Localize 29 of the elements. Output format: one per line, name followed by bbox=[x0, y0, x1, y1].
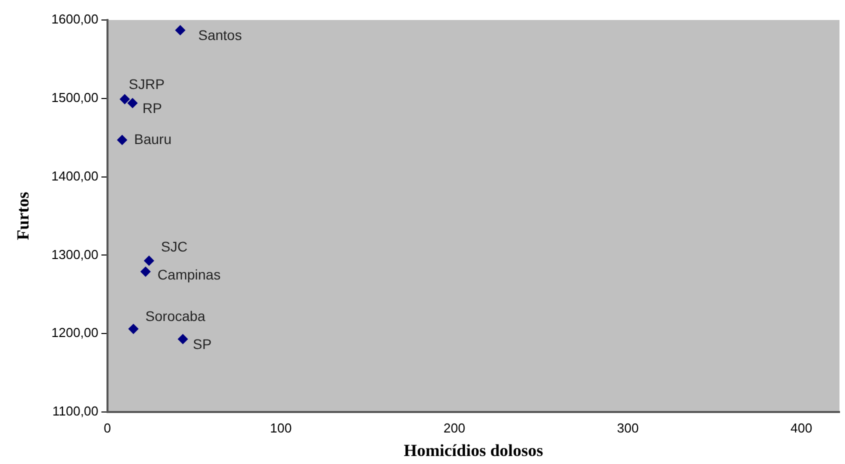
annotation: Sorocaba bbox=[145, 308, 206, 324]
y-tick-label: 1300,00 bbox=[51, 246, 98, 262]
point bbox=[144, 256, 154, 266]
point bbox=[128, 324, 138, 334]
annotation: SJRP bbox=[128, 76, 165, 92]
y-tick-label: 1200,00 bbox=[51, 325, 98, 340]
point bbox=[140, 266, 151, 277]
y-tick-label: 1600,00 bbox=[51, 12, 98, 27]
point bbox=[178, 334, 188, 344]
x-tick-label: 100 bbox=[270, 420, 292, 436]
annotation: RP bbox=[142, 100, 162, 116]
annotation: SP bbox=[192, 336, 212, 352]
annotation: Bauru bbox=[134, 130, 172, 147]
point bbox=[117, 134, 128, 145]
point bbox=[175, 25, 186, 36]
y-axis-title: Furtos bbox=[14, 192, 33, 240]
point bbox=[128, 98, 138, 108]
point bbox=[120, 94, 130, 104]
x-tick-label: 200 bbox=[444, 420, 466, 436]
annotation: Santos bbox=[198, 27, 242, 44]
y-tick-label: 1400,00 bbox=[51, 168, 98, 184]
y-tick-label: 1100,00 bbox=[52, 404, 98, 419]
annotation: SJC bbox=[161, 238, 188, 255]
y-tick-label: 1500,00 bbox=[51, 90, 98, 105]
x-axis-title: Homicídios dolosos bbox=[404, 441, 544, 460]
annotation: Campinas bbox=[158, 266, 221, 283]
x-tick-label: 300 bbox=[616, 420, 639, 436]
x-tick-label: 400 bbox=[790, 420, 812, 436]
x-tick-label: 0 bbox=[104, 420, 112, 436]
